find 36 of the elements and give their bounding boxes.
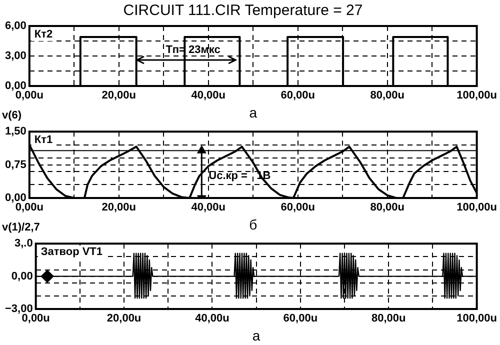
x-tick-label: 80,00u: [371, 312, 406, 325]
y-tick-label: 6,00: [4, 20, 26, 32]
x-tick-label: 20,00u: [102, 202, 136, 214]
x-tick-label: 0,00u: [15, 202, 44, 214]
y-tick-label: 0,00: [11, 270, 33, 282]
x-tick-label: 60,00u: [283, 312, 318, 325]
x-tick-label: 100,00u: [456, 202, 498, 214]
y-tick-label: 0,75: [4, 158, 26, 171]
x-tick-label: 40,00u: [191, 202, 226, 214]
y-tick-label: −3,00: [4, 303, 33, 316]
y-tick-label: 1,50: [4, 126, 26, 138]
x-tick-label: 60,00u: [280, 202, 315, 214]
x-tick-label: 80,00u: [370, 90, 404, 102]
x-tick-label: 0,00u: [15, 90, 44, 102]
annotation: Кт1: [34, 134, 53, 146]
x-tick-label: 20,00u: [102, 90, 136, 102]
x-tick-label: 80,00u: [370, 202, 404, 214]
x-tick-label: 40,00u: [191, 90, 226, 102]
y-tick-label: 3,.0: [14, 238, 33, 250]
annotation: Кт2: [34, 28, 53, 41]
y-tick-label: 3,00: [4, 50, 26, 62]
x-tick-label: 20,00u: [106, 312, 142, 325]
x-tick-label: 100,00u: [456, 312, 498, 325]
x-tick-label: 100,00u: [456, 90, 498, 102]
x-tick-label: 40,00u: [195, 312, 230, 325]
x-tick-label: 0,00u: [22, 312, 50, 325]
text: v(6): [2, 110, 22, 122]
annotation: Затвор VT1: [40, 246, 103, 258]
x-axis-title: б: [249, 216, 258, 232]
text: v(1)/2,7: [2, 222, 40, 234]
y-tick-label: 0,00: [4, 192, 26, 204]
y-tick-label: 0,00: [4, 80, 26, 92]
chart-title: CIRCUIT 111.CIR Temperature = 27: [123, 2, 363, 20]
x-axis-title: а: [252, 327, 260, 344]
x-axis-title: а: [249, 104, 258, 120]
x-tick-label: 60,00u: [280, 90, 315, 102]
